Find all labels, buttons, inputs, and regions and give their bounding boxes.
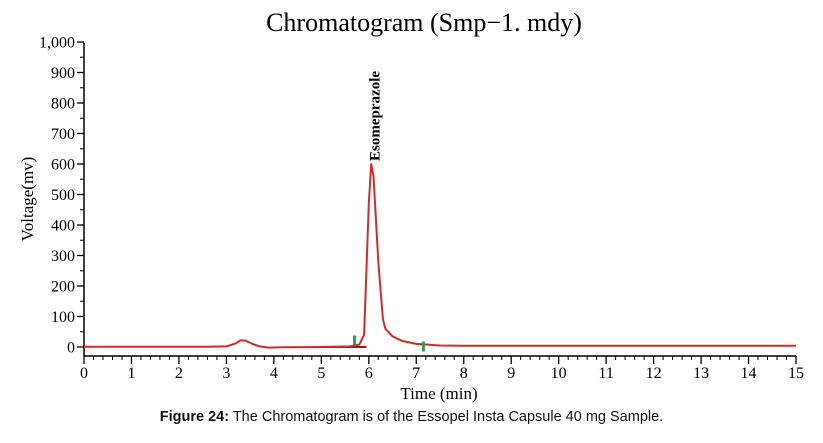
x-tick-label: 3 (222, 365, 230, 382)
y-tick-label: 300 (51, 248, 75, 265)
x-tick-label: 6 (365, 365, 373, 382)
series-line-0 (84, 163, 796, 349)
x-tick-label: 11 (598, 365, 613, 382)
caption-text: The Chromatogram is of the Essopel Insta… (229, 409, 664, 425)
peak-marker-0 (353, 335, 357, 346)
figure-caption: Figure 24: The Chromatogram is of the Es… (0, 409, 823, 425)
plot-area: Esomeprazole (84, 71, 796, 352)
caption-label: Figure 24: (159, 409, 230, 425)
y-tick-label: 200 (51, 279, 75, 296)
peak-marker-1 (421, 341, 425, 352)
x-tick-label: 14 (741, 365, 757, 382)
y-tick-label: 100 (51, 309, 75, 326)
y-tick-label: 600 (51, 157, 75, 174)
y-tick-label: 900 (51, 65, 75, 82)
y-tick-label: 800 (51, 96, 75, 113)
y-tick-label: 1,000 (39, 35, 75, 52)
y-tick-label: 700 (51, 126, 75, 143)
x-tick-label: 12 (646, 365, 662, 382)
x-tick-label: 15 (788, 365, 804, 382)
x-tick-label: 5 (317, 365, 325, 382)
x-tick-label: 13 (693, 365, 709, 382)
x-tick-label: 1 (127, 365, 135, 382)
x-axis-label: Time (min) (400, 384, 477, 403)
y-tick-label: 0 (67, 340, 75, 357)
y-axis-label: Voltage(mv) (18, 157, 37, 242)
x-tick-label: 7 (412, 365, 420, 382)
y-tick-label: 500 (51, 187, 75, 204)
x-tick-label: 4 (270, 365, 278, 382)
x-tick-label: 8 (460, 365, 468, 382)
chart: Chromatogram (Smp−1. mdy) Voltage(mv) Ti… (18, 8, 804, 403)
x-tick-label: 9 (507, 365, 515, 382)
x-tick-label: 0 (80, 365, 88, 382)
chart-title: Chromatogram (Smp−1. mdy) (266, 8, 582, 37)
peak-label: Esomeprazole (368, 71, 384, 161)
y-tick-label: 400 (51, 218, 75, 235)
x-tick-label: 10 (551, 365, 567, 382)
x-tick-label: 2 (175, 365, 183, 382)
